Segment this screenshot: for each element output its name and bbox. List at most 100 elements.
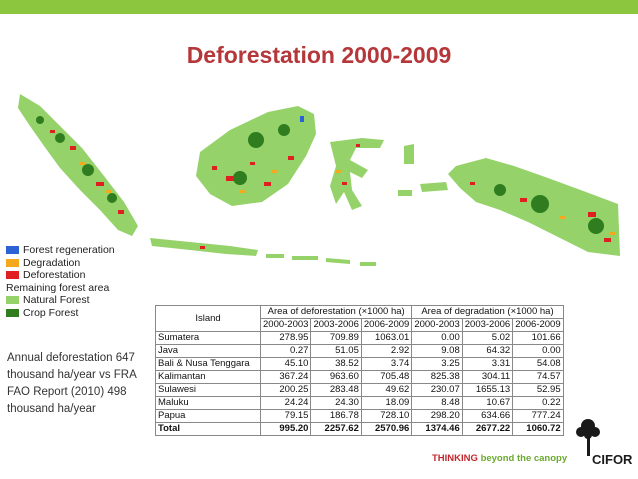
map-legend: Forest regeneration Degradation Deforest…: [6, 244, 115, 319]
value-cell: 0.00: [512, 344, 564, 358]
island-sumatera: [18, 94, 138, 236]
value-cell: 64.32: [461, 344, 514, 358]
period-header: 2003-2006: [461, 318, 514, 332]
legend-swatch: [6, 246, 19, 255]
value-cell: 24.30: [310, 396, 362, 410]
island-cell: Kalimantan: [155, 370, 261, 384]
total-value-cell: 1374.46: [411, 422, 463, 436]
value-cell: 18.09: [360, 396, 413, 410]
island-cell: Sumatera: [155, 331, 261, 345]
tree-icon: [576, 419, 600, 456]
period-header: 2000-2003: [259, 318, 312, 332]
value-cell: 367.24: [259, 370, 312, 384]
island-header: Island: [155, 305, 261, 332]
legend-label: Degradation: [23, 256, 81, 269]
total-value-cell: 2257.62: [310, 422, 362, 436]
island-sulawesi: [330, 138, 384, 210]
value-cell: 79.15: [259, 409, 312, 423]
deforestation-group-header: Area of deforestation (×1000 ha): [259, 305, 413, 319]
value-cell: 283.48: [310, 383, 362, 397]
value-cell: 3.31: [461, 357, 514, 371]
period-header: 2006-2009: [360, 318, 413, 332]
table-row: Sulawesi 200.25 283.48 49.62 230.07 1655…: [155, 383, 564, 397]
indonesia-forest-map: [18, 94, 620, 266]
island-nusa-tenggara: [266, 254, 376, 266]
island-maluku: [398, 144, 448, 196]
value-cell: 101.66: [512, 331, 564, 345]
value-cell: 24.24: [259, 396, 312, 410]
island-cell: Papua: [155, 409, 261, 423]
tagline-bold: THINKING: [432, 453, 478, 464]
value-cell: 634.66: [461, 409, 514, 423]
period-header: 2003-2006: [310, 318, 362, 332]
value-cell: 49.62: [360, 383, 413, 397]
value-cell: 0.27: [259, 344, 312, 358]
legend-label: Crop Forest: [23, 306, 79, 319]
total-value-cell: 2677.22: [461, 422, 514, 436]
tagline-rest: beyond the canopy: [480, 453, 568, 464]
table-row: Kalimantan 367.24 963.60 705.48 825.38 3…: [155, 370, 564, 384]
value-cell: 1063.01: [360, 331, 413, 345]
legend-item-degradation: Degradation: [6, 257, 115, 270]
value-cell: 3.74: [360, 357, 413, 371]
value-cell: 728.10: [360, 409, 413, 423]
page-title: Deforestation 2000-2009: [186, 42, 452, 68]
legend-label: Natural Forest: [23, 294, 90, 307]
value-cell: 705.48: [360, 370, 413, 384]
deforestation-table: Island Area of deforestation (×1000 ha) …: [155, 305, 564, 436]
island-cell: Maluku: [155, 396, 261, 410]
total-value-cell: 2570.96: [360, 422, 413, 436]
legend-swatch: [6, 296, 19, 305]
total-label-cell: Total: [155, 422, 261, 436]
value-cell: 709.89: [310, 331, 362, 345]
table-total-row: Total 995.20 2257.62 2570.96 1374.46 267…: [155, 422, 564, 436]
table-row: Sumatera 278.95 709.89 1063.01 0.00 5.02…: [155, 331, 564, 345]
legend-swatch: [6, 258, 19, 267]
value-cell: 38.52: [310, 357, 362, 371]
table-row: Maluku 24.24 24.30 18.09 8.48 10.67 0.22: [155, 396, 564, 410]
value-cell: 186.78: [310, 409, 362, 423]
value-cell: 2.92: [360, 344, 413, 358]
legend-label: Forest regeneration: [23, 244, 115, 257]
island-cell: Bali & Nusa Tenggara: [155, 357, 261, 371]
island-cell: Sulawesi: [155, 383, 261, 397]
legend-item-forest-regeneration: Forest regeneration: [6, 244, 115, 257]
value-cell: 51.05: [310, 344, 362, 358]
value-cell: 0.22: [512, 396, 564, 410]
value-cell: 8.48: [411, 396, 463, 410]
degradation-group-header: Area of degradation (×1000 ha): [411, 305, 564, 319]
value-cell: 10.67: [461, 396, 514, 410]
logo-text: CIFOR: [592, 452, 633, 467]
legend-swatch: [6, 308, 19, 317]
table-header-row: Island Area of deforestation (×1000 ha) …: [155, 305, 564, 332]
period-header: 2000-2003: [411, 318, 463, 332]
legend-label: Deforestation: [23, 269, 86, 282]
island-cell: Java: [155, 344, 261, 358]
value-cell: 45.10: [259, 357, 312, 371]
legend-item-natural-forest: Natural Forest: [6, 294, 115, 307]
value-cell: 5.02: [461, 331, 514, 345]
value-cell: 825.38: [411, 370, 463, 384]
cifor-logo: CIFOR: [576, 419, 633, 467]
legend-subheading: Remaining forest area: [6, 281, 110, 294]
total-value-cell: 1060.72: [512, 422, 564, 436]
table-row: Java 0.27 51.05 2.92 9.08 64.32 0.00: [155, 344, 564, 358]
total-value-cell: 995.20: [259, 422, 312, 436]
footer-tagline: THINKING beyond the canopy: [432, 453, 567, 464]
period-header: 2006-2009: [512, 318, 564, 332]
value-cell: 200.25: [259, 383, 312, 397]
legend-item-deforestation: Deforestation: [6, 269, 115, 282]
legend-item-crop-forest: Crop Forest: [6, 307, 115, 320]
value-cell: 74.57: [512, 370, 564, 384]
island-kalimantan: [196, 106, 316, 206]
value-cell: 298.20: [411, 409, 463, 423]
value-cell: 304.11: [461, 370, 514, 384]
annual-deforestation-note: Annual deforestation 647 thousand ha/yea…: [7, 352, 137, 415]
value-cell: 52.95: [512, 383, 564, 397]
value-cell: 963.60: [310, 370, 362, 384]
value-cell: 0.00: [411, 331, 463, 345]
value-cell: 1655.13: [461, 383, 514, 397]
value-cell: 9.08: [411, 344, 463, 358]
top-green-bar: [0, 0, 638, 14]
table-row: Bali & Nusa Tenggara 45.10 38.52 3.74 3.…: [155, 357, 564, 371]
